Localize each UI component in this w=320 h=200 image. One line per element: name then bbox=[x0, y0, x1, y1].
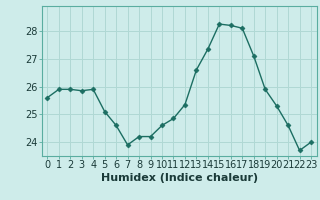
X-axis label: Humidex (Indice chaleur): Humidex (Indice chaleur) bbox=[100, 173, 258, 183]
